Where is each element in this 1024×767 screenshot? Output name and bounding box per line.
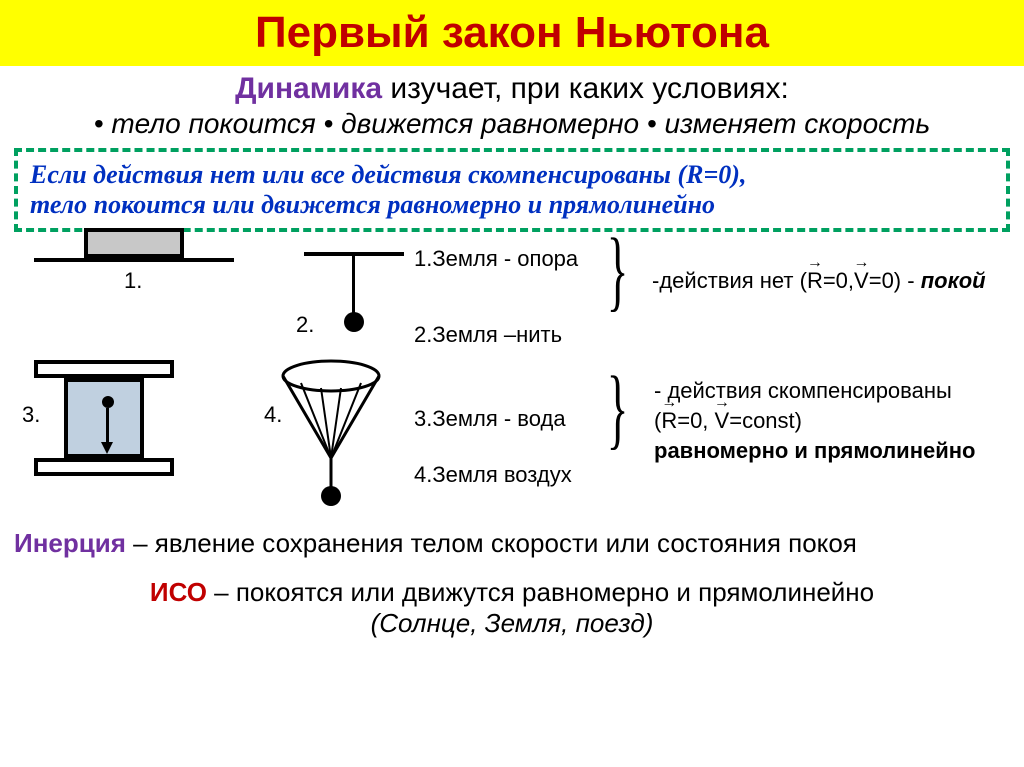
slide-title: Первый закон Ньютона (0, 0, 1024, 66)
d3-dot (102, 396, 114, 408)
label-1: 1.Земля - опора (414, 246, 578, 272)
label-3: 3.Земля - вода (414, 406, 578, 432)
d4-svg (276, 358, 386, 508)
r2-state: равномерно и прямолинейно (654, 438, 975, 464)
iso-term: ИСО (150, 577, 207, 607)
r2-line1: - действия скомпенсированы (654, 378, 975, 404)
r1-state: покой (921, 268, 986, 293)
d3-arrow-down (106, 408, 109, 444)
subtitle: Динамика изучает, при каких условиях: (0, 72, 1024, 106)
r2-R: R (661, 408, 677, 434)
r2-mid2: =0, (677, 408, 714, 433)
d3-top-plate (34, 360, 174, 378)
inertia-def: – явление сохранения телом скорости или … (126, 528, 857, 558)
d1-block (84, 228, 184, 258)
subtitle-term: Динамика (235, 72, 382, 105)
r2-V: V (715, 408, 730, 434)
inertia-term: Инерция (14, 528, 126, 558)
brace-2: } (607, 368, 629, 449)
labels-column: 1.Земля - опора 2.Земля –нить 3.Земля - … (414, 246, 578, 496)
iso-definition: ИСО – покоятся или движутся равномерно и… (14, 577, 1010, 639)
d3-label: 3. (22, 402, 40, 428)
iso-examples: (Солнце, Земля, поезд) (14, 608, 1010, 639)
law-line-1: Если действия нет или все действия скомп… (30, 160, 994, 190)
diagram-3-plates: 3. (34, 360, 174, 476)
diagram-4-parachute: 4. (276, 358, 386, 508)
diagram-area: 1. 2. 3. 4. 1.Земля - опора (14, 240, 1010, 520)
r1-R: R (807, 268, 823, 294)
iso-def: – покоятся или движутся равномерно и пря… (207, 577, 874, 607)
d1-surface (34, 258, 234, 262)
r1-prefix: -действия нет ( (652, 268, 807, 293)
r2-formula: (R=0, V=const) (654, 408, 975, 434)
d2-label: 2. (296, 312, 314, 338)
diagram-1-block-on-surface: 1. (34, 258, 234, 262)
d2-bob (344, 312, 364, 332)
d1-label: 1. (124, 268, 142, 294)
bullets-line: • тело покоится • движется равномерно • … (0, 108, 1024, 140)
title-text: Первый закон Ньютона (255, 8, 769, 57)
r2-mid3: =const) (729, 408, 802, 433)
label-2: 2.Земля –нить (414, 322, 578, 348)
d3-mid-block (64, 378, 144, 458)
label-4: 4.Земля воздух (414, 462, 578, 488)
d4-label: 4. (264, 402, 282, 428)
inertia-definition: Инерция – явление сохранения телом скоро… (14, 528, 1010, 559)
result-rest: -действия нет (R=0,V=0) - покой (652, 268, 986, 294)
d3-bottom-plate (34, 458, 174, 476)
r1-after: =0) - (869, 268, 921, 293)
law-statement-box: Если действия нет или все действия скомп… (14, 148, 1010, 232)
d2-string (352, 252, 355, 317)
subtitle-rest: изучает, при каких условиях: (382, 72, 789, 105)
brace-1: } (607, 230, 629, 311)
law-line-2: тело покоится или движется равномерно и … (30, 190, 994, 220)
r1-mid: =0, (823, 268, 854, 293)
result-uniform: - действия скомпенсированы (R=0, V=const… (654, 378, 975, 464)
r1-V: V (854, 268, 869, 294)
